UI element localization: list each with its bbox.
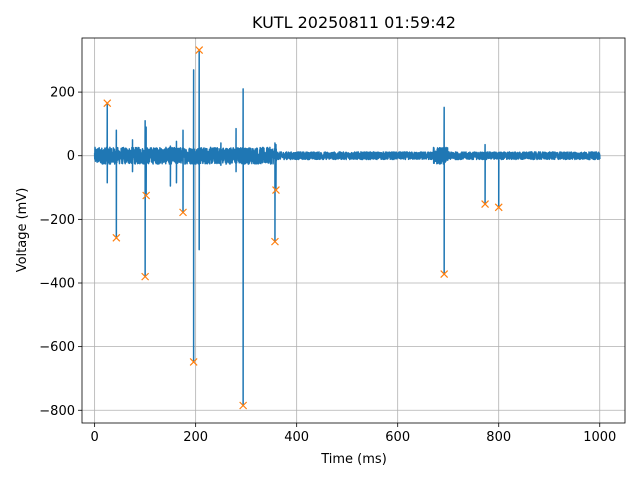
peak-marker	[440, 270, 449, 279]
peak-marker	[481, 200, 490, 209]
x-tick-label: 600	[385, 430, 410, 445]
peak-marker	[272, 186, 280, 195]
peak-marker	[195, 46, 204, 55]
peak-marker	[141, 272, 150, 281]
y-tick-label: −800	[39, 404, 75, 419]
voltage-trace	[93, 49, 601, 407]
y-axis-ticks: −800 −600 −400 −200 0 200	[39, 86, 82, 419]
x-tick-label: 200	[183, 430, 208, 445]
x-tick-label: 400	[284, 430, 309, 445]
y-tick-label: −200	[39, 213, 75, 228]
peak-marker	[239, 401, 248, 410]
peak-marker	[103, 99, 112, 108]
x-tick-label: 0	[90, 430, 98, 445]
y-axis-label: Voltage (mV)	[15, 188, 30, 273]
plot-frame	[81, 37, 626, 424]
voltage-series-line	[93, 49, 601, 407]
peak-markers	[103, 46, 503, 410]
peak-marker	[189, 357, 198, 366]
peak-marker	[271, 237, 279, 246]
peak-marker	[142, 191, 151, 200]
peak-marker	[179, 208, 187, 217]
peak-marker	[112, 233, 121, 242]
x-axis-label: Time (ms)	[320, 452, 387, 467]
y-tick-label: −600	[39, 340, 75, 355]
peak-marker	[494, 203, 503, 212]
chart-title: KUTL 20250811 01:59:42	[252, 13, 456, 32]
y-tick-label: −400	[39, 277, 75, 292]
x-axis-ticks: 0 200 400 600 800 1000	[90, 423, 616, 445]
x-tick-label: 800	[486, 430, 511, 445]
y-tick-label: 0	[67, 149, 75, 164]
x-tick-label: 1000	[583, 430, 616, 445]
y-tick-label: 200	[50, 86, 75, 101]
